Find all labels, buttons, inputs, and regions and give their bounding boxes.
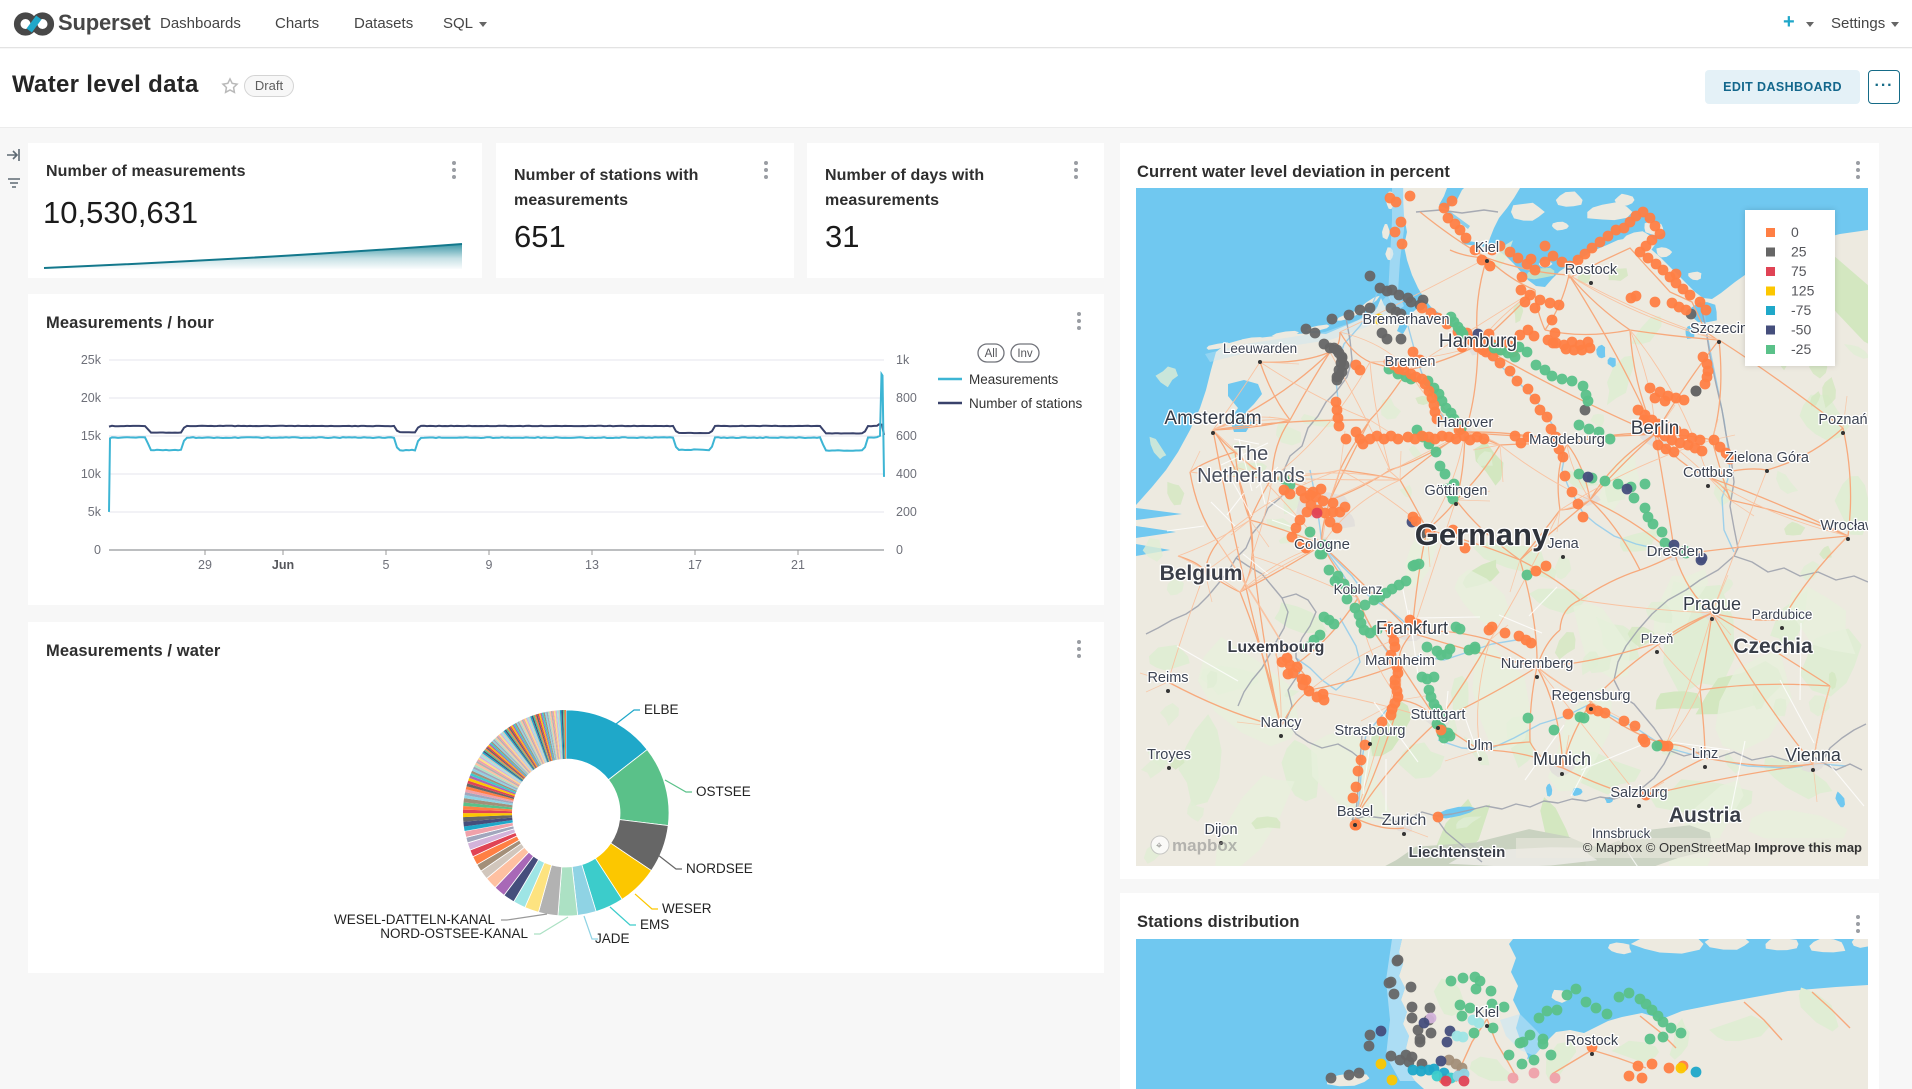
- svg-text:Rostock: Rostock: [1566, 1033, 1619, 1049]
- svg-text:Amsterdam: Amsterdam: [1164, 408, 1261, 429]
- svg-text:Prague: Prague: [1683, 594, 1741, 614]
- svg-text:Vienna: Vienna: [1785, 745, 1842, 765]
- svg-text:JADE: JADE: [595, 931, 630, 946]
- svg-text:20k: 20k: [81, 391, 102, 405]
- svg-text:WESER: WESER: [662, 901, 712, 916]
- svg-text:OSTSEE: OSTSEE: [696, 784, 751, 799]
- svg-text:Berlin: Berlin: [1631, 418, 1680, 439]
- svg-text:Inv: Inv: [1017, 348, 1033, 360]
- svg-text:21: 21: [791, 558, 805, 572]
- svg-text:Bremerhaven: Bremerhaven: [1362, 312, 1449, 328]
- svg-text:Liechtenstein: Liechtenstein: [1409, 844, 1506, 861]
- svg-text:Number of stations: Number of stations: [969, 396, 1083, 411]
- svg-text:Reims: Reims: [1147, 670, 1188, 686]
- svg-text:25k: 25k: [81, 353, 102, 367]
- svg-text:15k: 15k: [81, 429, 102, 443]
- svg-text:Belgium: Belgium: [1160, 562, 1243, 585]
- svg-text:Bremen: Bremen: [1385, 354, 1436, 370]
- svg-text:0: 0: [896, 543, 903, 557]
- svg-text:Basel: Basel: [1337, 804, 1373, 820]
- svg-text:Stuttgart: Stuttgart: [1411, 707, 1466, 723]
- svg-text:Kiel: Kiel: [1475, 1005, 1499, 1021]
- svg-text:800: 800: [896, 391, 917, 405]
- svg-text:The: The: [1234, 443, 1268, 465]
- svg-text:5k: 5k: [88, 505, 102, 519]
- svg-text:Zielona Góra: Zielona Góra: [1725, 450, 1810, 466]
- svg-text:0: 0: [94, 543, 101, 557]
- svg-text:WESEL-DATTELN-KANAL: WESEL-DATTELN-KANAL: [334, 912, 496, 927]
- svg-text:Nancy: Nancy: [1260, 715, 1302, 731]
- svg-text:5: 5: [383, 558, 390, 572]
- svg-text:mapbox: mapbox: [1172, 836, 1238, 855]
- svg-text:Mannheim: Mannheim: [1365, 652, 1435, 669]
- svg-text:Salzburg: Salzburg: [1610, 785, 1667, 801]
- svg-text:Linz: Linz: [1692, 746, 1719, 762]
- svg-text:Poznań: Poznań: [1818, 412, 1867, 428]
- svg-text:Plzeň: Plzeň: [1641, 631, 1674, 646]
- svg-text:Cottbus: Cottbus: [1683, 465, 1733, 481]
- svg-text:29: 29: [198, 558, 212, 572]
- svg-text:Göttingen: Göttingen: [1425, 483, 1488, 499]
- svg-text:9: 9: [486, 558, 493, 572]
- svg-text:Netherlands: Netherlands: [1197, 465, 1305, 487]
- svg-text:Magdeburg: Magdeburg: [1529, 431, 1605, 448]
- svg-text:NORD-OSTSEE-KANAL: NORD-OSTSEE-KANAL: [380, 926, 528, 941]
- svg-text:Czechia: Czechia: [1733, 635, 1813, 658]
- svg-text:Regensburg: Regensburg: [1552, 688, 1631, 704]
- svg-text:ELBE: ELBE: [644, 702, 679, 717]
- svg-text:Cologne: Cologne: [1294, 536, 1350, 553]
- svg-text:Germany: Germany: [1415, 517, 1550, 552]
- svg-text:25: 25: [1791, 244, 1807, 260]
- svg-text:1k: 1k: [896, 353, 910, 367]
- svg-text:Zurich: Zurich: [1382, 812, 1426, 829]
- svg-text:125: 125: [1791, 283, 1815, 299]
- svg-text:Szczecin: Szczecin: [1690, 321, 1748, 337]
- svg-text:13: 13: [585, 558, 599, 572]
- svg-text:Troyes: Troyes: [1147, 747, 1191, 763]
- svg-text:Hanover: Hanover: [1437, 414, 1494, 431]
- svg-text:400: 400: [896, 467, 917, 481]
- svg-text:600: 600: [896, 429, 917, 443]
- svg-text:75: 75: [1791, 263, 1807, 279]
- svg-text:Leeuwarden: Leeuwarden: [1223, 341, 1297, 356]
- svg-text:-25: -25: [1791, 341, 1811, 357]
- svg-text:All: All: [985, 348, 998, 360]
- svg-text:Kiel: Kiel: [1475, 240, 1499, 256]
- svg-text:-75: -75: [1791, 302, 1811, 318]
- svg-text:Strasbourg: Strasbourg: [1335, 723, 1406, 739]
- svg-text:Luxembourg: Luxembourg: [1228, 639, 1325, 656]
- svg-text:Dresden: Dresden: [1647, 543, 1704, 560]
- svg-text:Dijon: Dijon: [1204, 822, 1237, 838]
- svg-text:Jun: Jun: [272, 558, 294, 572]
- svg-text:17: 17: [688, 558, 702, 572]
- svg-text:Innsbruck: Innsbruck: [1592, 826, 1651, 841]
- svg-text:-50: -50: [1791, 322, 1811, 338]
- svg-text:EMS: EMS: [640, 917, 669, 932]
- svg-text:10k: 10k: [81, 467, 102, 481]
- svg-text:Austria: Austria: [1669, 804, 1742, 827]
- svg-text:Rostock: Rostock: [1565, 262, 1618, 278]
- svg-text:Measurements: Measurements: [969, 372, 1059, 387]
- svg-text:Pardubice: Pardubice: [1752, 607, 1813, 622]
- svg-text:NORDSEE: NORDSEE: [686, 861, 753, 876]
- svg-text:⌖: ⌖: [1156, 840, 1162, 852]
- svg-text:© Mapbox © OpenStreetMap Impro: © Mapbox © OpenStreetMap Improve this ma…: [1583, 840, 1862, 855]
- svg-text:Ulm: Ulm: [1467, 738, 1493, 754]
- svg-text:Wrocław: Wrocław: [1820, 518, 1868, 534]
- svg-text:Hamburg: Hamburg: [1439, 331, 1517, 352]
- svg-text:Munich: Munich: [1533, 749, 1591, 769]
- svg-text:Nuremberg: Nuremberg: [1501, 656, 1574, 672]
- svg-text:0: 0: [1791, 224, 1799, 240]
- svg-text:Koblenz: Koblenz: [1334, 582, 1383, 597]
- svg-text:200: 200: [896, 505, 917, 519]
- svg-text:Frankfurt: Frankfurt: [1376, 618, 1448, 638]
- svg-text:Jena: Jena: [1547, 536, 1579, 552]
